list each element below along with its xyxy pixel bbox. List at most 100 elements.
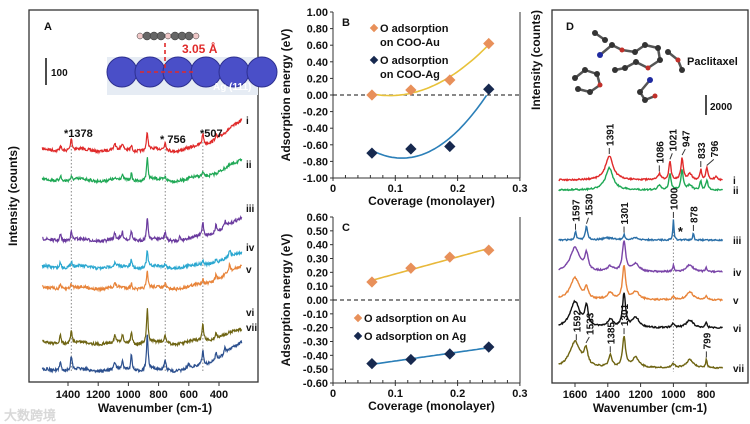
panel-a-label: A bbox=[44, 21, 52, 33]
spectrum-label-v: v bbox=[733, 296, 739, 307]
peak-label: 799 bbox=[702, 332, 713, 349]
atom bbox=[572, 75, 578, 81]
y-tick-label: -0.60 bbox=[303, 140, 328, 152]
spectrum-label-iii: iii bbox=[733, 236, 742, 247]
atom bbox=[633, 59, 639, 65]
atom bbox=[642, 42, 648, 48]
spectrum-vi bbox=[42, 308, 243, 348]
y-tick-label: -0.30 bbox=[303, 337, 328, 349]
peak-leader bbox=[586, 217, 589, 224]
legend-label: O adsorption on Au bbox=[364, 313, 466, 325]
molecule-atom bbox=[156, 31, 166, 41]
panel-d: Intensity (counts) D Paclitaxel 2000 160… bbox=[529, 9, 749, 415]
atom bbox=[582, 67, 588, 73]
peak-leader bbox=[706, 159, 715, 166]
peak-label: 1391 bbox=[605, 123, 616, 146]
y-tick-label: -0.80 bbox=[303, 156, 328, 168]
x-tick-label: 1600 bbox=[563, 389, 587, 401]
spectrum-label-vii: vii bbox=[733, 364, 744, 375]
peak-label: 1533 bbox=[585, 312, 596, 335]
y-tick-label: 0.30 bbox=[307, 254, 328, 266]
data-point bbox=[444, 251, 456, 263]
fit-line bbox=[371, 248, 487, 282]
y-tick-label: 0.20 bbox=[307, 73, 328, 85]
fit-line bbox=[371, 347, 487, 366]
peak-marker-label: *507 bbox=[200, 128, 223, 140]
legend-marker bbox=[369, 23, 379, 33]
peak-label: 796 bbox=[710, 140, 721, 157]
atom bbox=[655, 45, 661, 51]
x-tick-label: 0.3 bbox=[512, 388, 527, 400]
data-point bbox=[405, 353, 417, 366]
x-tick-label: 1000 bbox=[661, 389, 685, 401]
panel-d-scale-label: 2000 bbox=[710, 102, 733, 113]
y-tick-label: 0.50 bbox=[307, 226, 328, 238]
peak-label: 947 bbox=[681, 130, 692, 147]
spectrum-label-v: v bbox=[246, 265, 252, 276]
peak-label: 833 bbox=[697, 142, 708, 159]
x-tick-label: 800 bbox=[697, 389, 715, 401]
atom bbox=[602, 37, 608, 43]
spectrum-i bbox=[41, 117, 243, 155]
peak-leader bbox=[585, 336, 590, 344]
y-tick-label: -0.60 bbox=[303, 378, 328, 390]
legend-marker bbox=[369, 55, 379, 65]
legend-label: on COO-Ag bbox=[380, 69, 440, 81]
spectrum-label-i: i bbox=[246, 116, 249, 127]
peak-leader bbox=[669, 153, 673, 160]
panel-a-xlabel: Wavenumber (cm-1) bbox=[98, 401, 212, 415]
inset-surface-label: Ag (111) bbox=[213, 82, 251, 93]
y-tick-label: 0.00 bbox=[307, 295, 328, 307]
y-tick-label: -0.50 bbox=[303, 364, 328, 376]
x-tick-label: 0.2 bbox=[450, 183, 465, 195]
spectrum-i bbox=[558, 155, 723, 182]
spectrum-label-iv: iv bbox=[246, 243, 255, 254]
data-point bbox=[405, 262, 417, 274]
spectrum-v bbox=[558, 264, 724, 302]
spectrum-iii bbox=[558, 219, 724, 242]
peak-label: 1000 bbox=[669, 187, 680, 210]
spectrum-iv bbox=[558, 240, 723, 274]
peak-label: 1385 bbox=[606, 322, 617, 345]
spectrum-label-vi: vi bbox=[733, 324, 742, 335]
molecule-atom bbox=[164, 32, 172, 40]
data-point bbox=[483, 341, 495, 353]
peak-label: 1592 bbox=[572, 310, 583, 333]
fit-line bbox=[371, 46, 488, 97]
peak-marker-label: * 756 bbox=[160, 134, 186, 146]
spectrum-label-iii: iii bbox=[246, 204, 255, 215]
peak-marker-label: *1378 bbox=[64, 128, 93, 140]
legend-label: O adsorption bbox=[380, 23, 449, 35]
atom bbox=[652, 93, 658, 99]
panel-d-label: D bbox=[566, 21, 574, 33]
panel-a-plot: 1400 1200 1000 800 600 400iiiiiiivvvivii*1378… bbox=[41, 116, 257, 401]
peak-label: 1301 bbox=[620, 202, 631, 225]
data-point bbox=[483, 37, 495, 50]
y-tick-label: -0.40 bbox=[303, 350, 328, 362]
legend-label: O adsorption bbox=[380, 55, 449, 67]
panel-b: Adsorption energy (eV) 1.00 0.80 0.60 0.40 0.… bbox=[279, 7, 528, 208]
atom bbox=[645, 65, 651, 71]
spectrum-iii bbox=[42, 215, 243, 245]
x-tick-label: 1400 bbox=[596, 389, 620, 401]
x-tick-label: 0.2 bbox=[450, 388, 465, 400]
panel-a-frame bbox=[28, 9, 259, 383]
y-tick-label: 0.40 bbox=[307, 57, 328, 69]
atom bbox=[637, 89, 643, 95]
data-point bbox=[366, 147, 378, 159]
legend-label: O adsorption on Ag bbox=[364, 331, 466, 343]
x-tick-label: 1200 bbox=[628, 389, 652, 401]
atom bbox=[597, 52, 603, 58]
spectrum-vii bbox=[558, 335, 724, 370]
x-tick-label: 0.3 bbox=[512, 183, 527, 195]
spectrum-label-i: i bbox=[733, 176, 736, 187]
paclitaxel-molecule-image bbox=[572, 30, 685, 103]
y-tick-label: -0.40 bbox=[303, 123, 328, 135]
atom bbox=[594, 71, 600, 77]
peak-label: 1086 bbox=[655, 141, 666, 164]
data-point bbox=[483, 244, 495, 256]
x-tick-label: 800 bbox=[149, 389, 167, 401]
spectrum-v bbox=[41, 261, 243, 293]
y-axis-label: Adsorption energy (eV) bbox=[279, 29, 293, 162]
